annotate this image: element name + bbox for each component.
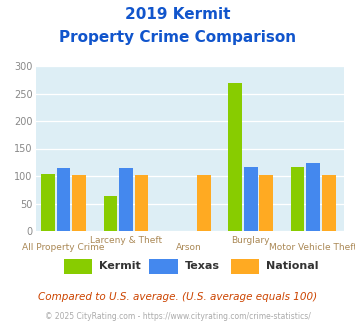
Bar (57, 168, 70, 231)
Text: Texas: Texas (185, 261, 220, 271)
Bar (322, 175, 335, 231)
Bar (291, 167, 305, 231)
Text: All Property Crime: All Property Crime (22, 243, 105, 251)
Text: 2019 Kermit: 2019 Kermit (125, 7, 230, 21)
Text: Arson: Arson (175, 243, 201, 251)
Text: Compared to U.S. average. (U.S. average equals 100): Compared to U.S. average. (U.S. average … (38, 292, 317, 302)
Text: National: National (266, 261, 319, 271)
Text: © 2025 CityRating.com - https://www.cityrating.com/crime-statistics/: © 2025 CityRating.com - https://www.city… (45, 312, 310, 321)
Text: Property Crime Comparison: Property Crime Comparison (59, 30, 296, 45)
Bar (135, 175, 148, 231)
Bar (41, 174, 55, 231)
Bar (228, 82, 242, 231)
Bar (306, 163, 320, 231)
Text: Burglary: Burglary (231, 236, 270, 245)
Bar (197, 175, 211, 231)
Text: Kermit: Kermit (99, 261, 141, 271)
Bar (244, 167, 258, 231)
Text: Motor Vehicle Theft: Motor Vehicle Theft (269, 243, 355, 251)
Text: Larceny & Theft: Larceny & Theft (90, 236, 162, 245)
Bar (72, 175, 86, 231)
Bar (119, 168, 133, 231)
Bar (104, 196, 117, 231)
Bar (260, 175, 273, 231)
